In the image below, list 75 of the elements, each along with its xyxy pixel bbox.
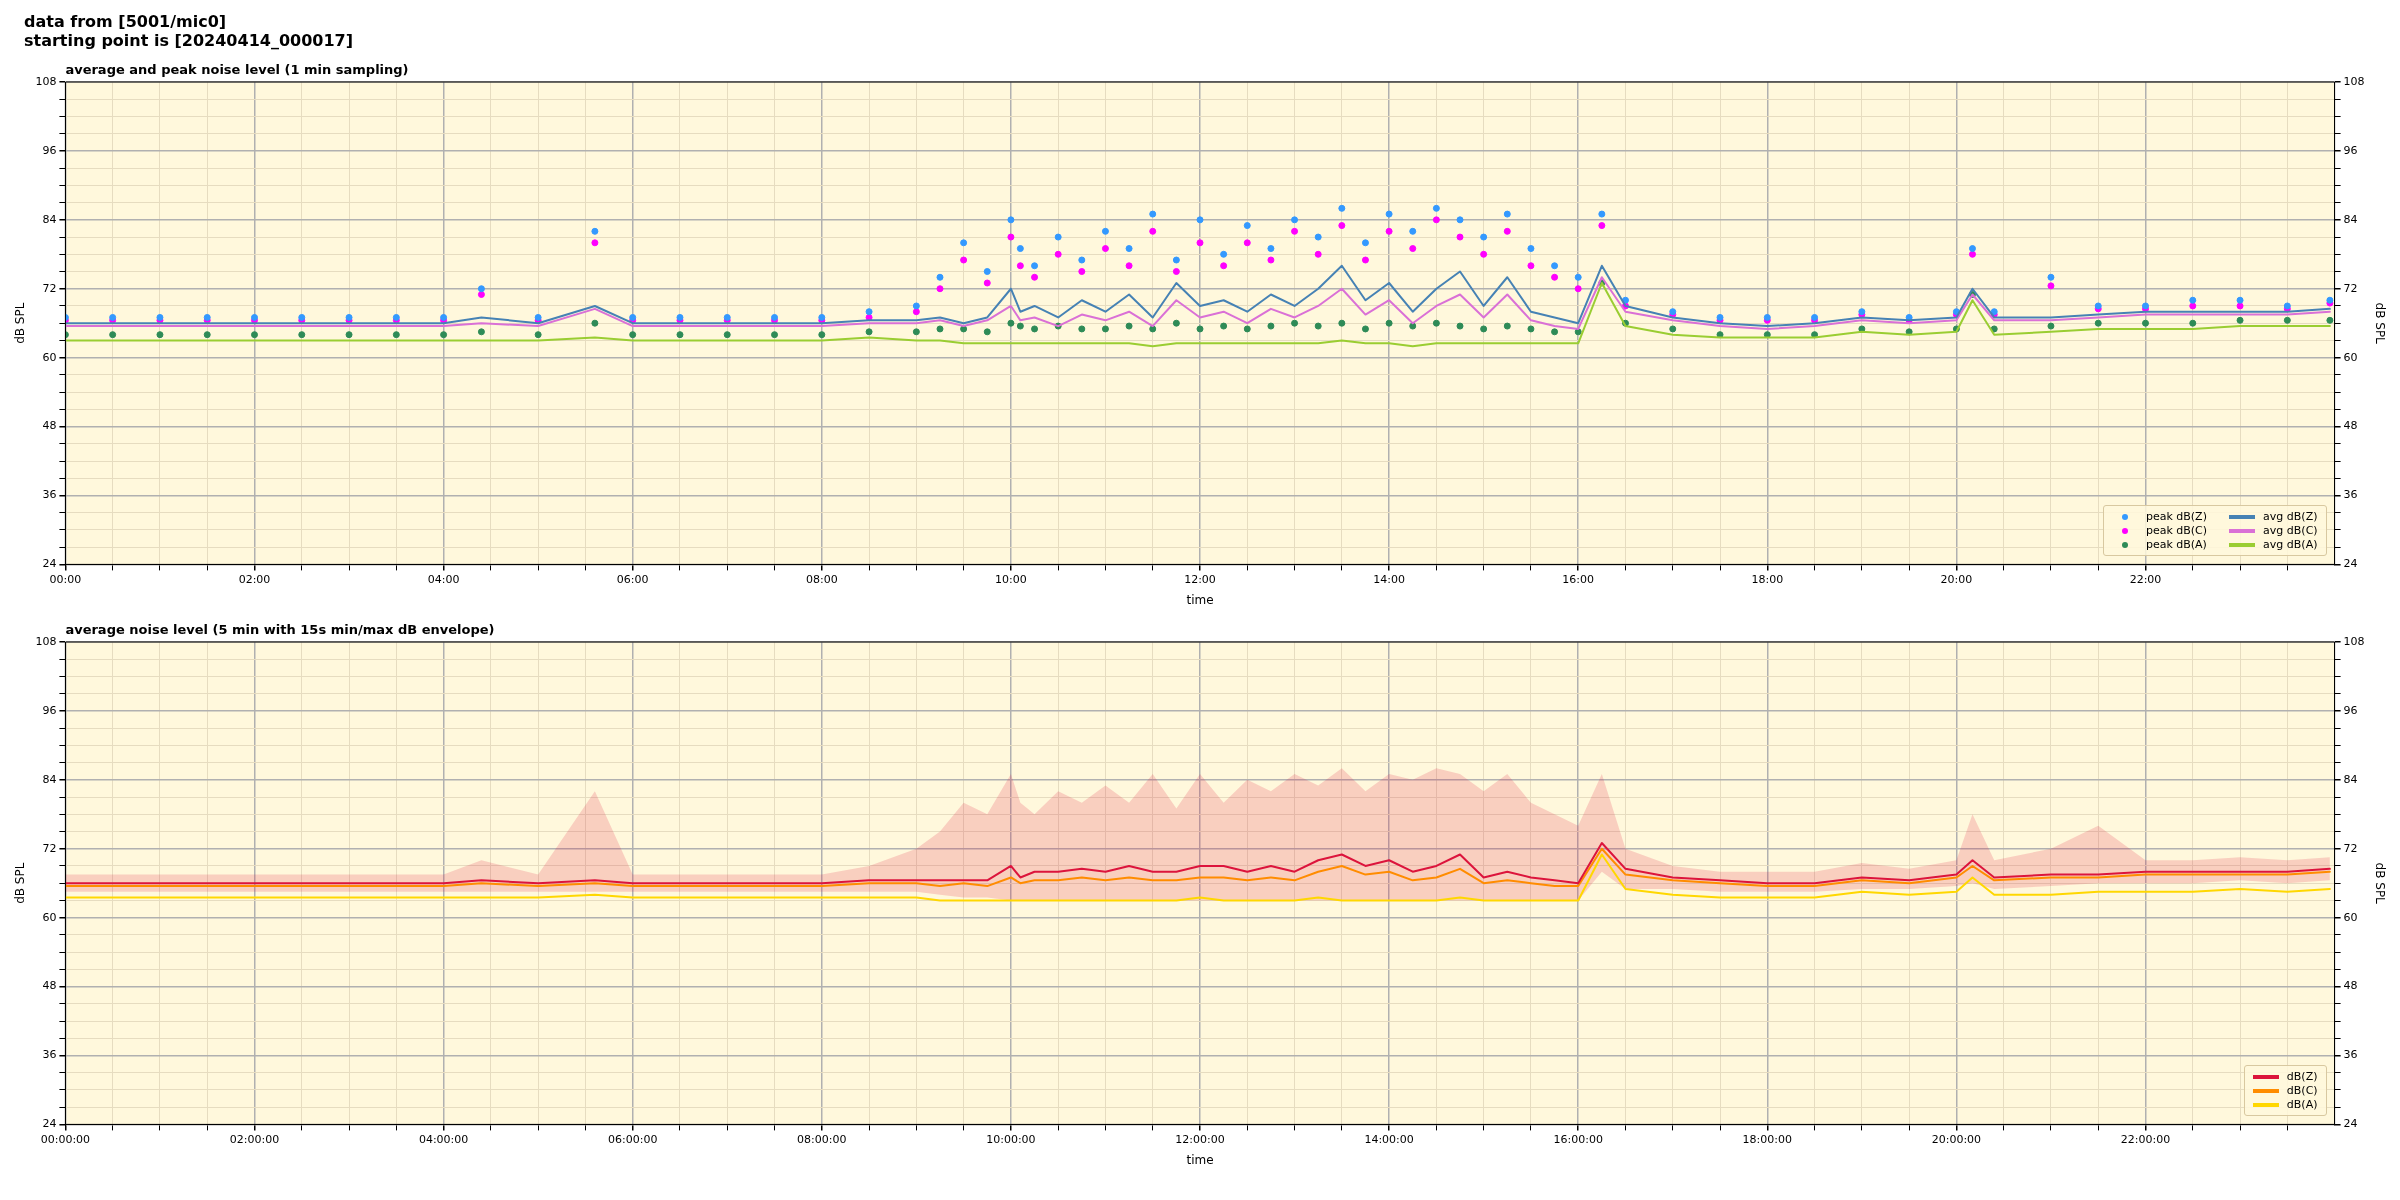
x-tick-label: 00:00:00 bbox=[40, 1132, 91, 1146]
x-tick-label: 16:00 bbox=[1562, 572, 1595, 586]
y-axis-title: dB SPL bbox=[13, 302, 28, 344]
y2-tick-label: 24 bbox=[2343, 1117, 2358, 1131]
legend-label: dB(A) bbox=[2286, 1098, 2318, 1112]
legend-label: dB(Z) bbox=[2286, 1070, 2318, 1084]
y-tick-label: 36 bbox=[42, 488, 57, 502]
x-tick-label: 14:00:00 bbox=[1364, 1132, 1414, 1146]
y2-tick-label: 96 bbox=[2343, 143, 2358, 157]
x-tick-label: 04:00:00 bbox=[418, 1132, 469, 1146]
legend-label: avg dB(Z) bbox=[2263, 510, 2318, 524]
y2-tick-label: 108 bbox=[2343, 634, 2365, 648]
text: data from [5001/mic0] bbox=[24, 12, 228, 31]
legend-label: peak dB(A) bbox=[2145, 538, 2207, 552]
chart-title: average and peak noise level (1 min sampling) bbox=[65, 62, 409, 77]
y-tick-label: 96 bbox=[42, 703, 57, 717]
x-tick-label: 22:00:00 bbox=[2120, 1132, 2171, 1146]
x-tick-label: 18:00:00 bbox=[1742, 1132, 1793, 1146]
y-tick-label: 24 bbox=[42, 1117, 57, 1131]
text: starting point is [20240414_000017] bbox=[24, 31, 354, 50]
y2-tick-label: 84 bbox=[2343, 772, 2358, 786]
y-tick-label: 48 bbox=[42, 979, 57, 993]
x-tick-label: 16:00:00 bbox=[1553, 1132, 1603, 1146]
legend-label: dB(C) bbox=[2286, 1084, 2318, 1098]
y-tick-label: 108 bbox=[35, 634, 57, 648]
y2-tick-label: 24 bbox=[2343, 557, 2358, 571]
y-tick-label: 84 bbox=[42, 772, 57, 786]
y-tick-label: 84 bbox=[42, 212, 57, 226]
y2-tick-label: 72 bbox=[2343, 841, 2358, 855]
x-tick-label: 20:00:00 bbox=[1931, 1132, 1982, 1146]
y2-axis-title: dB SPL bbox=[2372, 862, 2387, 905]
legend-label: peak dB(Z) bbox=[2145, 510, 2207, 524]
y-tick-label: 36 bbox=[42, 1048, 57, 1062]
y2-tick-label: 84 bbox=[2343, 212, 2358, 226]
y2-axis-title: dB SPL bbox=[2372, 302, 2387, 345]
y2-tick-label: 108 bbox=[2343, 74, 2365, 88]
y2-tick-label: 60 bbox=[2343, 910, 2358, 924]
x-axis-title: time bbox=[1186, 1152, 1214, 1167]
y-tick-label: 108 bbox=[35, 74, 57, 88]
y-tick-label: 72 bbox=[42, 841, 57, 855]
x-tick-label: 08:00:00 bbox=[797, 1132, 847, 1146]
y-tick-label: 96 bbox=[42, 143, 57, 157]
x-tick-label: 20:00 bbox=[1940, 572, 1973, 586]
y2-tick-label: 96 bbox=[2343, 703, 2358, 717]
x-tick-label: 06:00 bbox=[616, 572, 649, 586]
legend-label: avg dB(C) bbox=[2263, 524, 2318, 538]
x-tick-label: 10:00:00 bbox=[986, 1132, 1036, 1146]
x-tick-label: 18:00 bbox=[1751, 572, 1784, 586]
x-tick-label: 12:00:00 bbox=[1175, 1132, 1225, 1146]
x-tick-label: 22:00 bbox=[2129, 572, 2162, 586]
x-axis-title: time bbox=[1186, 592, 1214, 607]
x-tick-label: 04:00 bbox=[427, 572, 460, 586]
y-axis-title: dB SPL bbox=[13, 862, 28, 904]
y2-tick-label: 48 bbox=[2343, 419, 2358, 433]
x-tick-label: 14:00 bbox=[1373, 572, 1405, 586]
y-tick-label: 72 bbox=[42, 281, 57, 295]
y2-tick-label: 72 bbox=[2343, 281, 2358, 295]
x-tick-label: 12:00 bbox=[1184, 572, 1216, 586]
legend-label: peak dB(C) bbox=[2145, 524, 2208, 538]
y2-tick-label: 60 bbox=[2343, 350, 2358, 364]
x-tick-label: 00:00 bbox=[49, 572, 82, 586]
x-tick-label: 08:00 bbox=[805, 572, 838, 586]
y-tick-label: 60 bbox=[42, 350, 57, 364]
y2-tick-label: 48 bbox=[2343, 979, 2358, 993]
y-tick-label: 60 bbox=[42, 910, 57, 924]
y2-tick-label: 36 bbox=[2343, 1048, 2358, 1062]
y-tick-label: 48 bbox=[42, 419, 57, 433]
x-tick-label: 10:00 bbox=[995, 572, 1027, 586]
y-tick-label: 24 bbox=[42, 557, 57, 571]
legend-label: avg dB(A) bbox=[2263, 538, 2318, 552]
x-tick-label: 06:00:00 bbox=[607, 1132, 658, 1146]
x-tick-label: 02:00:00 bbox=[229, 1132, 280, 1146]
x-tick-label: 02:00 bbox=[238, 572, 271, 586]
chart-title: average noise level (5 min with 15s min/max dB envelope) bbox=[65, 622, 495, 637]
y2-tick-label: 36 bbox=[2343, 488, 2358, 502]
